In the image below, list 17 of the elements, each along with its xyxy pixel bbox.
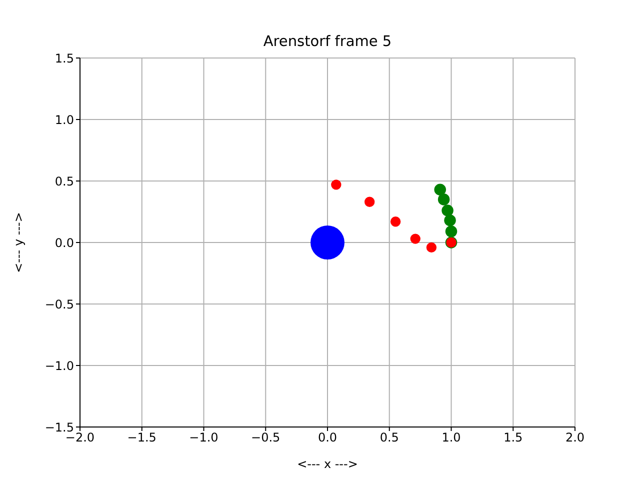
x-tick-label: −1.0: [189, 430, 218, 445]
y-tick-label: 0.0: [54, 236, 74, 250]
x-tick-label: 2.0: [565, 430, 585, 445]
y-tick-label: −0.5: [44, 297, 74, 312]
y-tick-label: 1.0: [54, 112, 74, 127]
x-tick-label: 0.0: [318, 430, 338, 445]
x-tick-label: 1.5: [504, 430, 523, 445]
y-tick-label: −1.0: [44, 358, 74, 373]
x-tick-label: −0.5: [251, 430, 280, 445]
y-tick-label: 1.5: [54, 51, 74, 66]
x-axis-title: <--- x --->: [297, 457, 358, 471]
chart-title: Arenstorf frame 5: [262, 34, 393, 50]
x-tick-label: 0.5: [380, 430, 399, 445]
y-tick-label: 0.5: [54, 174, 74, 188]
y-axis-title: <--- y --->: [11, 212, 26, 273]
x-tick-label: −1.5: [127, 430, 156, 445]
x-tick-label: 1.0: [442, 430, 461, 445]
